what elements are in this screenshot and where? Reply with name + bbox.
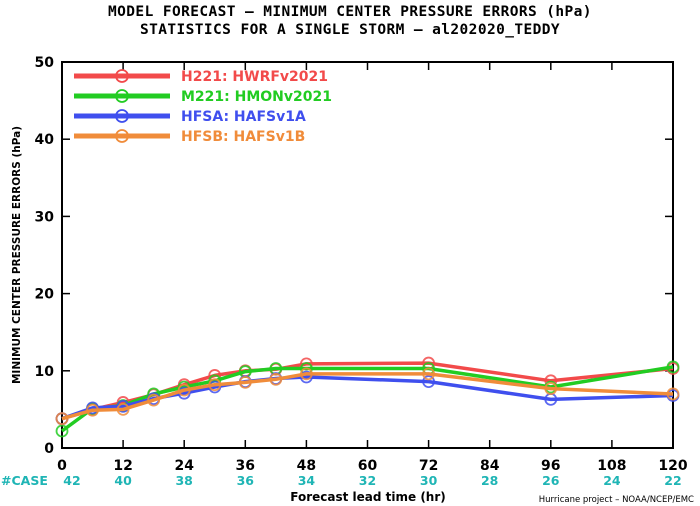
case-count: 24 [603, 473, 621, 488]
y-tick-label: 50 [35, 55, 55, 71]
case-count-row: 42 40 38 36 34 32 30 28 26 24 22 [63, 473, 681, 488]
legend-marker [115, 109, 129, 123]
case-count: 42 [63, 473, 80, 488]
case-count: 28 [481, 473, 498, 488]
data-point [177, 383, 191, 397]
case-count: 22 [664, 473, 681, 488]
data-point [666, 387, 680, 401]
data-point [208, 378, 222, 392]
data-point [544, 382, 558, 395]
x-tick-label: 24 [174, 458, 194, 474]
legend-entry: H221: HWRFv2021 [181, 69, 328, 85]
chart-title: MODEL FORECAST – MINIMUM CENTER PRESSURE… [108, 4, 592, 20]
x-tick-label: 96 [541, 458, 560, 474]
data-point [86, 403, 99, 417]
y-axis-label: MINIMUM CENTER PRESSURE ERRORS (hPa) [11, 126, 23, 384]
chart-subtitle: STATISTICS FOR A SINGLE STORM – al202020… [140, 22, 560, 38]
y-tick-label: 10 [35, 364, 55, 380]
data-point [55, 424, 69, 438]
legend-marker [115, 89, 129, 103]
legend-marker [115, 129, 129, 143]
data-point [147, 393, 161, 407]
series-layer [55, 356, 680, 438]
case-count: 34 [298, 473, 316, 488]
legend-entry: HFSA: HAFSv1A [181, 109, 306, 125]
x-tick-label: 12 [113, 458, 132, 474]
legend: H221: HWRFv2021 M221: HMONv2021 HFSA: HAFS… [74, 69, 332, 145]
case-label: #CASE [1, 473, 48, 488]
data-point [269, 372, 283, 386]
x-tick-label: 108 [597, 458, 626, 474]
x-tick-label: 84 [480, 458, 500, 474]
x-tick-label: 48 [297, 458, 316, 474]
data-point [238, 375, 252, 389]
case-count: 26 [542, 473, 560, 488]
x-axis: 0 12 24 36 48 60 72 84 96 108 120 [57, 62, 688, 474]
y-tick-label: 40 [35, 132, 55, 148]
x-tick-label: 0 [57, 458, 67, 474]
data-point [55, 412, 69, 426]
x-tick-label: 36 [236, 458, 255, 474]
y-tick-label: 20 [35, 287, 55, 303]
data-point [666, 360, 680, 374]
case-count: 30 [420, 473, 438, 488]
case-count: 38 [175, 473, 192, 488]
y-axis: 0 10 20 30 40 50 [35, 55, 673, 457]
legend-entry: M221: HMONv2021 [181, 89, 332, 105]
data-point [422, 367, 436, 381]
data-point [299, 367, 313, 381]
x-axis-label: Forecast lead time (hr) [290, 490, 446, 504]
legend-entry: HFSB: HAFSv1B [181, 129, 305, 145]
y-tick-label: 30 [35, 209, 55, 225]
data-point [116, 402, 130, 416]
y-tick-label: 0 [44, 441, 54, 457]
legend-marker [115, 69, 129, 83]
x-tick-label: 72 [419, 458, 438, 474]
x-tick-label: 120 [658, 458, 687, 474]
case-count: 36 [237, 473, 255, 488]
x-tick-label: 60 [358, 458, 378, 474]
case-count: 40 [114, 473, 132, 488]
case-count: 32 [359, 473, 376, 488]
credit-text: Hurricane project – NOAA/NCEP/EMC [539, 495, 694, 505]
data-point [422, 375, 436, 389]
